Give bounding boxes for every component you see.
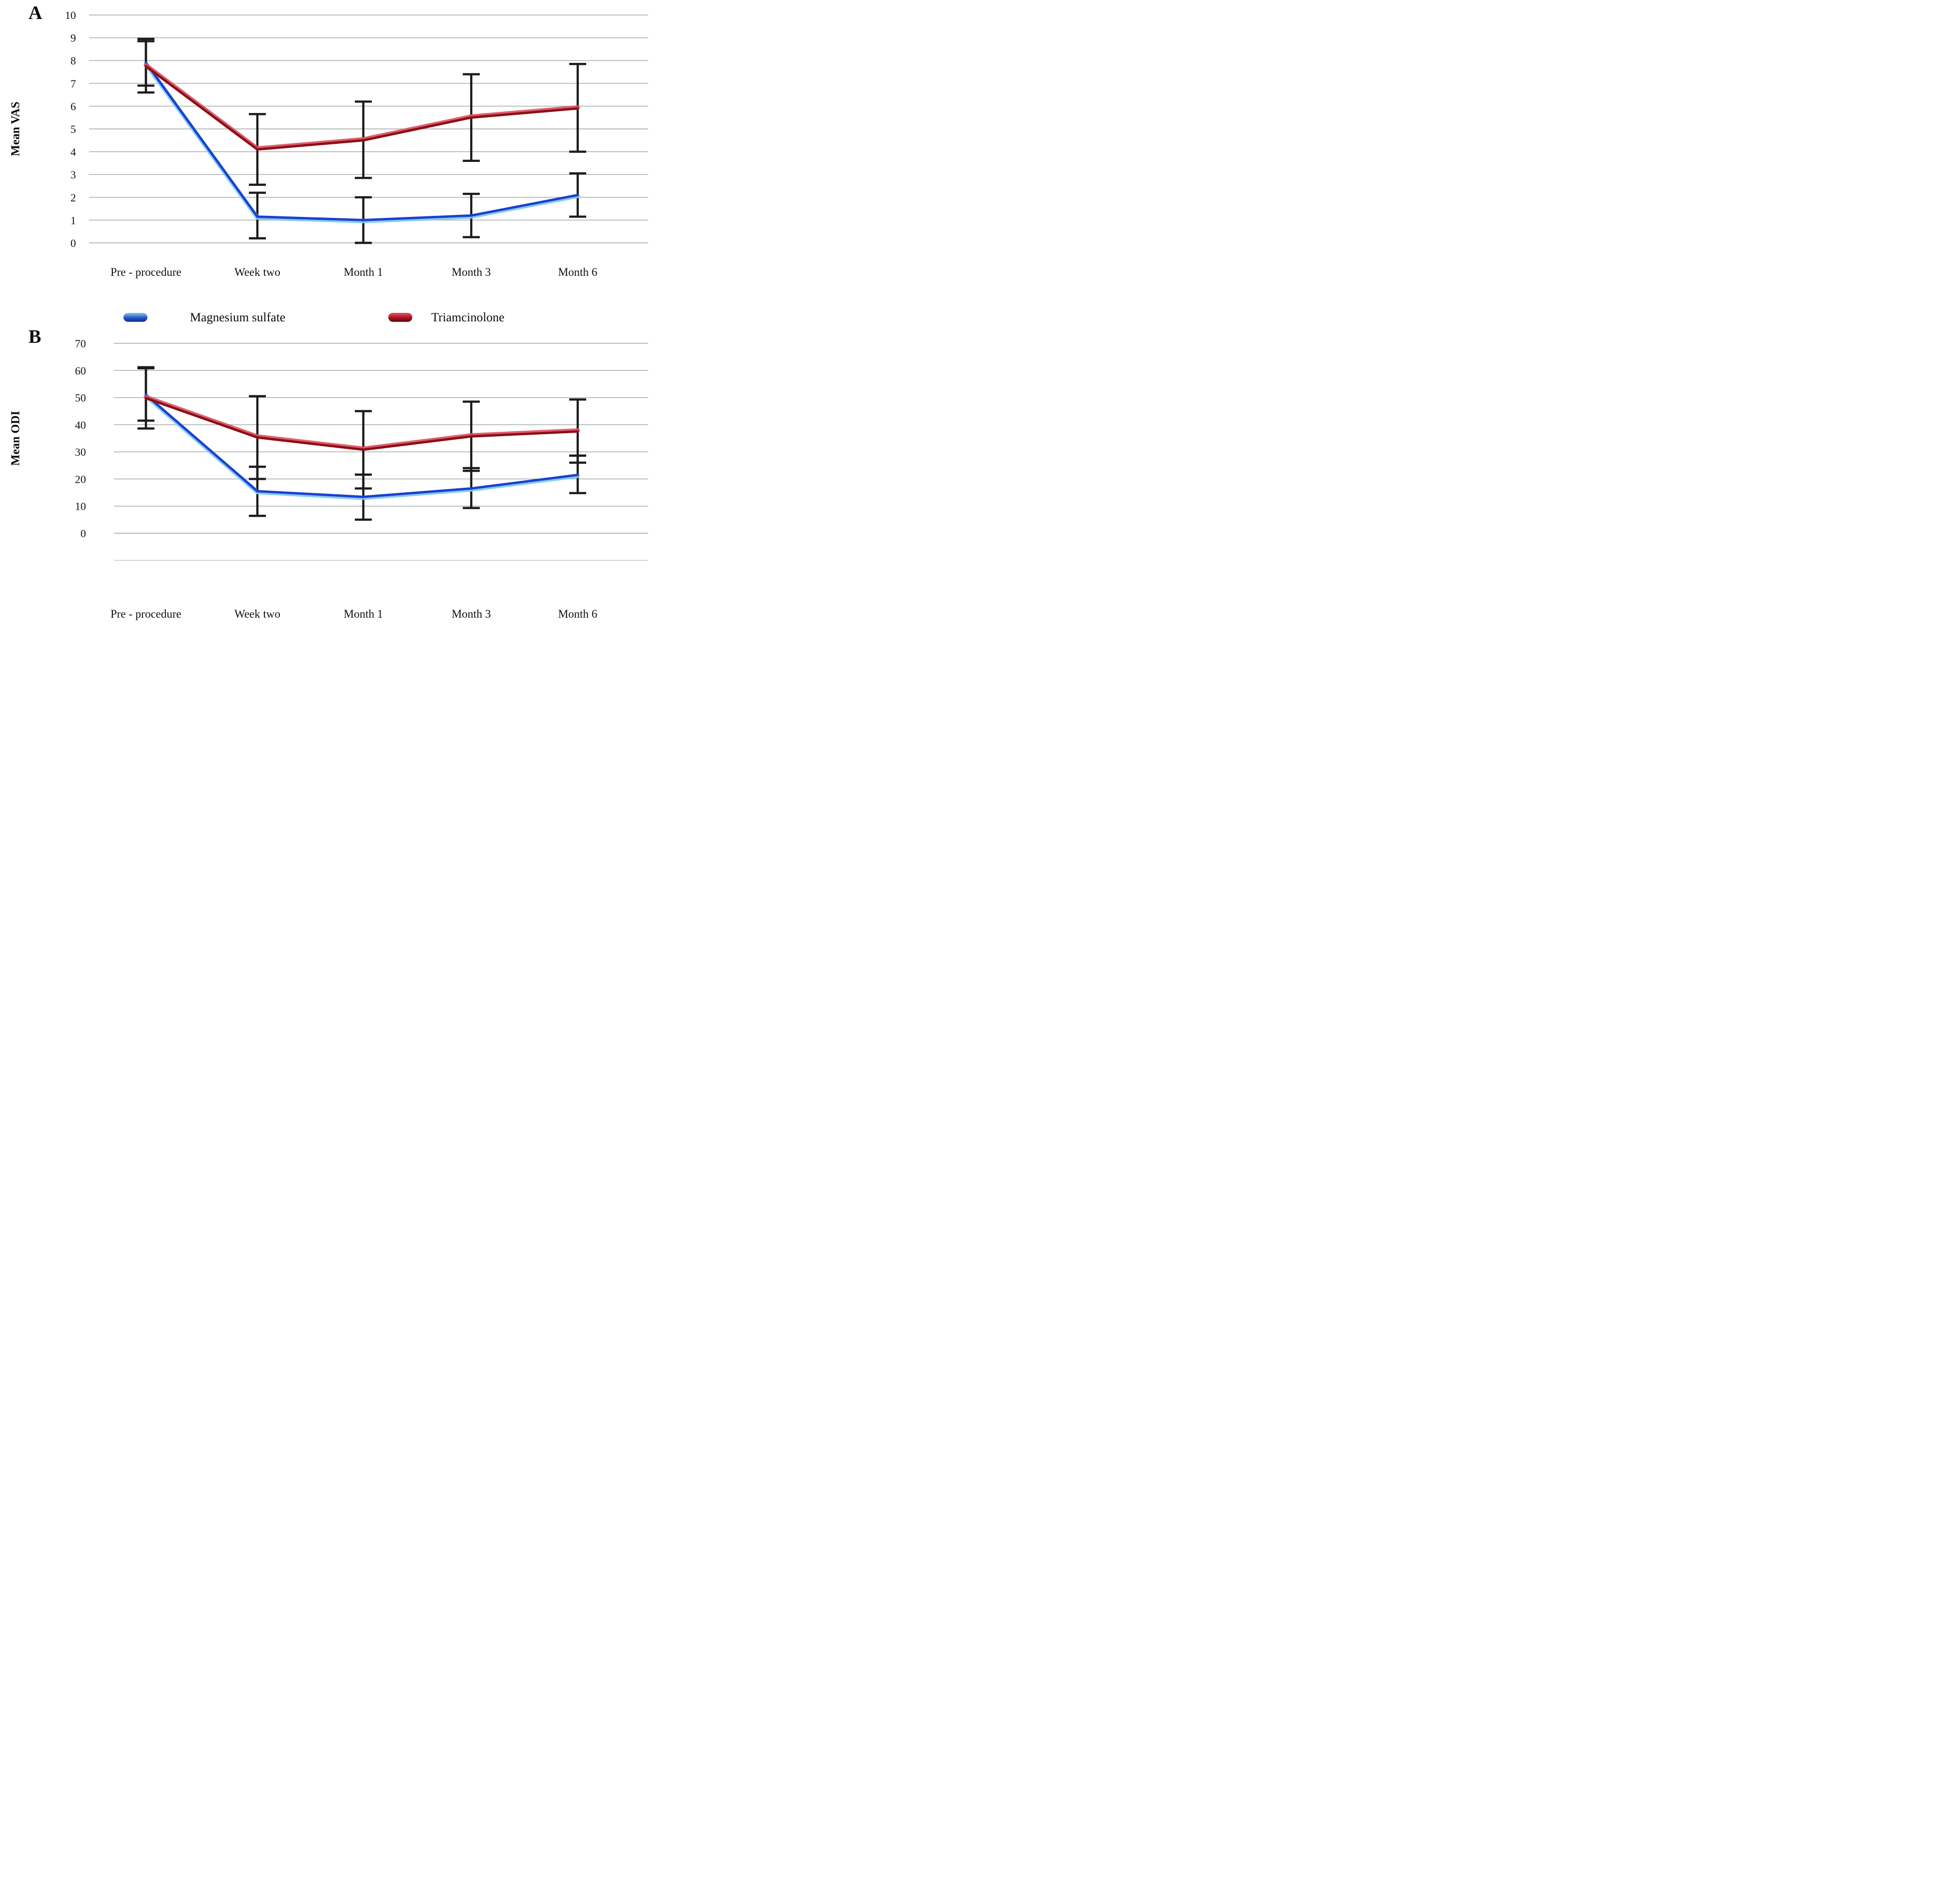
y-tick-label: 20 [75,473,86,485]
chart-b-mean-odi: 0 10 20 30 40 50 60 70 Pre - procedure Week two Mo… [75,337,648,620]
x-category-label: Month 1 [344,608,383,620]
x-category-label: Pre - procedure [110,608,181,620]
legend-label-magnesium-sulfate: Magnesium sulfate [190,311,285,324]
panel-label-b: B [28,326,41,347]
y-tick-label: 1 [70,214,76,226]
x-category-label: Month 6 [558,608,598,620]
chart-a-mean-vas: 0 1 2 3 4 5 6 7 8 9 10 Pre - procedure Week two Month… [65,9,648,278]
series-line-triamcinolone [144,397,579,451]
series-line-triamcinolone [144,65,579,151]
x-category-label: Month 6 [558,266,598,278]
legend-swatch-triamcinolone [388,313,412,322]
y-tick-label: 10 [75,500,86,513]
y-tick-label: 70 [75,337,86,350]
series-line-magnesium-sulfate [144,393,579,498]
x-category-label: Month 1 [344,266,383,278]
y-tick-label: 0 [70,237,76,249]
y-tick-label: 60 [75,364,86,377]
x-category-label: Pre - procedure [110,266,181,278]
y-tick-label: 2 [70,191,76,204]
y-tick-label: 50 [75,392,86,404]
y-tick-label: 10 [65,9,76,21]
x-category-label: Month 3 [452,266,491,278]
y-tick-label: 3 [70,168,76,181]
x-category-label: Week two [234,266,280,278]
y-tick-label: 6 [70,100,76,112]
y-tick-label: 40 [75,419,86,431]
y-tick-label: 7 [70,77,76,90]
y-tick-label: 4 [70,146,76,158]
x-category-label: Week two [234,608,280,620]
series-line-edge-triamcinolone [143,63,580,151]
panel-label-a: A [28,2,42,23]
legend-label-triamcinolone: Triamcinolone [431,311,505,324]
legend-swatch-magnesium-sulfate [123,313,147,322]
x-category-label: Month 3 [452,608,491,620]
figure-vas-odi-line-charts: A Mean VAS 0 1 2 3 4 5 6 7 8 9 10 Pre - procedure We… [0,0,653,633]
y-tick-label: 9 [70,32,76,44]
y-tick-label: 0 [80,527,86,540]
y-tick-label: 8 [70,54,76,67]
legend: Magnesium sulfate Triamcinolone [0,308,653,328]
y-tick-label: 30 [75,446,86,458]
series-line-magnesium-sulfate [144,61,579,221]
y-tick-label: 5 [70,123,76,135]
series-line-edge-triamcinolone [143,395,580,451]
